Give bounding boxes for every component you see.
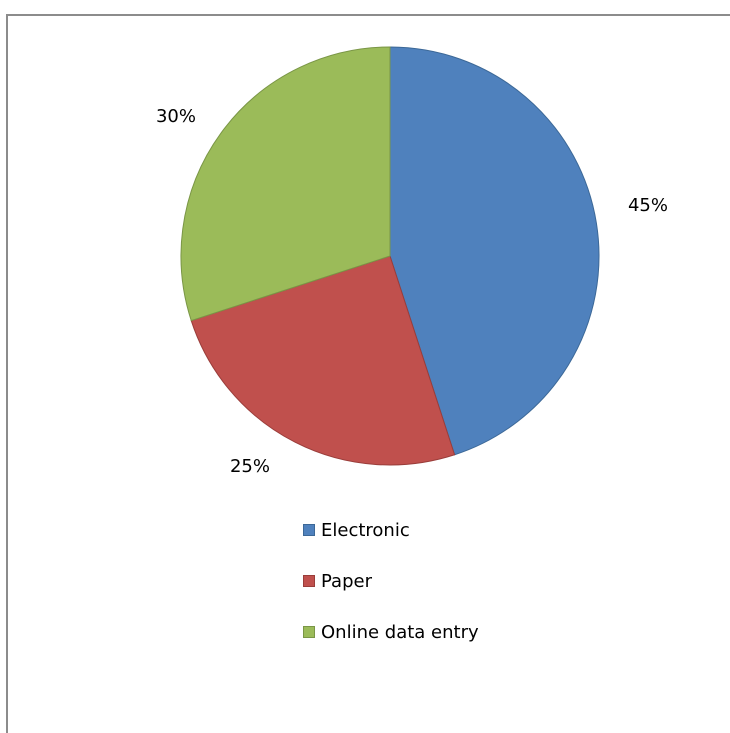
- legend-item-electronic: Electronic: [303, 517, 479, 543]
- legend-swatch-electronic: [303, 524, 315, 536]
- legend-swatch-online-data-entry: [303, 626, 315, 638]
- data-label-paper: 25%: [230, 456, 270, 477]
- pie-slice-online-data-entry: [180, 46, 391, 322]
- legend-label-paper: Paper: [321, 570, 372, 592]
- legend-label-online-data-entry: Online data entry: [321, 621, 479, 643]
- data-label-online-data-entry: 30%: [156, 106, 196, 127]
- pie-slice-electronic: [389, 46, 600, 456]
- pie-slices: [180, 46, 600, 466]
- pie-labels: 45% 25% 30%: [156, 106, 668, 477]
- legend-item-online-data-entry: Online data entry: [303, 619, 479, 645]
- legend: Electronic Paper Online data entry: [303, 517, 479, 670]
- data-label-electronic: 45%: [628, 195, 668, 216]
- pie-slice-paper: [190, 255, 456, 466]
- legend-item-paper: Paper: [303, 568, 479, 594]
- legend-label-electronic: Electronic: [321, 519, 410, 541]
- legend-swatch-paper: [303, 575, 315, 587]
